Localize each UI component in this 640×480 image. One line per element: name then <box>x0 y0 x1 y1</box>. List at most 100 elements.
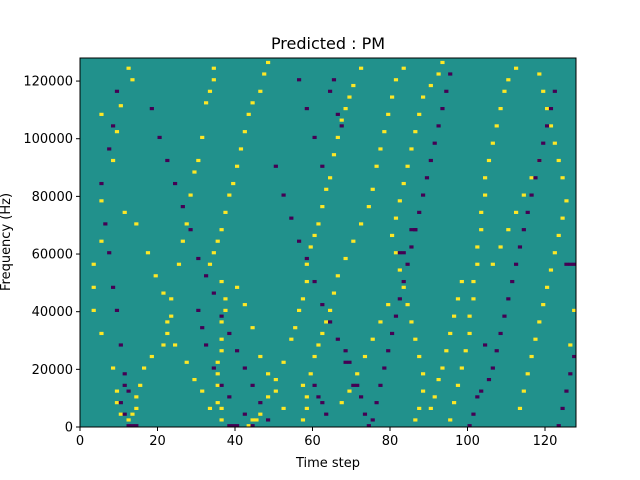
high-intensity-cell <box>138 383 143 387</box>
low-intensity-cell <box>180 205 185 209</box>
high-intensity-cell <box>149 354 154 359</box>
high-intensity-cell <box>355 372 360 376</box>
y-axis-label: Frequency (Hz) <box>0 193 14 291</box>
low-intensity-cell <box>200 326 205 330</box>
high-intensity-cell <box>339 118 344 122</box>
x-tick-label: 80 <box>382 434 399 449</box>
low-intensity-cell <box>331 78 337 82</box>
low-intensity-cell <box>324 412 329 416</box>
high-intensity-cell <box>413 337 418 341</box>
low-intensity-cell <box>118 343 123 347</box>
high-intensity-cell <box>312 354 317 359</box>
high-intensity-cell <box>145 251 151 255</box>
high-intensity-cell <box>467 314 472 318</box>
x-axis-label: Time step <box>295 456 360 471</box>
low-intensity-cell <box>235 349 240 353</box>
high-intensity-cell <box>409 147 414 151</box>
high-intensity-cell <box>483 193 488 197</box>
high-intensity-cell <box>207 406 213 411</box>
high-intensity-cell <box>506 78 511 82</box>
low-intensity-cell <box>525 210 530 214</box>
high-intensity-cell <box>188 193 193 197</box>
high-intensity-cell <box>537 320 542 324</box>
low-intensity-cell <box>421 193 426 197</box>
high-intensity-cell <box>192 170 197 174</box>
high-intensity-cell <box>266 395 271 399</box>
high-intensity-cell <box>552 141 557 145</box>
high-intensity-cell <box>521 389 526 393</box>
high-intensity-cell <box>169 314 174 318</box>
low-intensity-cell <box>335 112 340 116</box>
high-intensity-cell <box>393 251 399 255</box>
high-intensity-cell <box>219 279 224 284</box>
high-intensity-cell <box>533 337 538 341</box>
y-tick-label: 40000 <box>32 305 73 320</box>
high-intensity-cell <box>250 326 255 330</box>
high-intensity-cell <box>196 158 201 163</box>
low-intensity-cell <box>444 89 449 93</box>
high-intensity-cell <box>91 285 96 289</box>
high-intensity-cell <box>525 372 530 376</box>
low-intensity-cell <box>397 251 402 255</box>
high-intensity-cell <box>564 199 569 203</box>
low-intensity-cell <box>165 158 170 163</box>
high-intensity-cell <box>448 331 453 336</box>
high-intensity-cell <box>316 343 321 347</box>
low-intensity-cell <box>242 412 247 416</box>
high-intensity-cell <box>374 164 379 168</box>
high-intensity-cell <box>436 72 441 76</box>
low-intensity-cell <box>390 331 395 336</box>
high-intensity-cell <box>142 366 147 370</box>
x-tick-label: 60 <box>304 434 321 449</box>
high-intensity-cell <box>91 308 96 312</box>
high-intensity-cell <box>180 239 185 243</box>
high-intensity-cell <box>455 297 461 301</box>
low-intensity-cell <box>401 279 406 284</box>
high-intensity-cell <box>529 176 534 180</box>
high-intensity-cell <box>343 107 348 111</box>
high-intensity-cell <box>223 308 228 312</box>
low-intensity-cell <box>211 291 216 295</box>
x-tick-label: 40 <box>227 434 244 449</box>
high-intensity-cell <box>111 366 116 370</box>
high-intensity-cell <box>498 245 503 249</box>
high-intensity-cell <box>215 360 220 364</box>
high-intensity-cell <box>347 95 352 99</box>
low-intensity-cell <box>370 418 375 422</box>
low-intensity-cell <box>409 228 414 232</box>
high-intensity-cell <box>331 291 337 295</box>
high-intensity-cell <box>390 95 395 99</box>
high-intensity-cell <box>471 279 476 284</box>
low-intensity-cell <box>572 354 577 359</box>
low-intensity-cell <box>122 383 127 387</box>
low-intensity-cell <box>273 164 278 168</box>
low-intensity-cell <box>107 251 112 255</box>
high-intensity-cell <box>428 83 433 88</box>
low-intensity-cell <box>417 210 422 214</box>
high-intensity-cell <box>242 130 247 134</box>
low-intensity-cell <box>521 228 526 232</box>
high-intensity-cell <box>118 104 123 108</box>
high-intensity-cell <box>386 112 391 116</box>
high-intensity-cell <box>219 337 224 341</box>
high-intensity-cell <box>215 383 220 387</box>
low-intensity-cell <box>134 424 139 428</box>
high-intensity-cell <box>339 401 344 405</box>
high-intensity-cell <box>405 303 410 307</box>
high-intensity-cell <box>281 406 286 411</box>
low-intensity-cell <box>510 279 515 284</box>
high-intensity-cell <box>99 331 104 336</box>
high-intensity-cell <box>114 401 120 405</box>
high-intensity-cell <box>328 308 333 312</box>
high-intensity-cell <box>479 228 484 232</box>
low-intensity-cell <box>475 395 480 399</box>
high-intensity-cell <box>273 377 278 382</box>
high-intensity-cell <box>386 303 391 307</box>
high-intensity-cell <box>390 233 395 238</box>
high-intensity-cell <box>517 406 523 411</box>
high-intensity-cell <box>471 297 476 301</box>
high-intensity-cell <box>537 72 542 76</box>
high-intensity-cell <box>541 303 546 307</box>
high-intensity-cell <box>421 372 426 376</box>
